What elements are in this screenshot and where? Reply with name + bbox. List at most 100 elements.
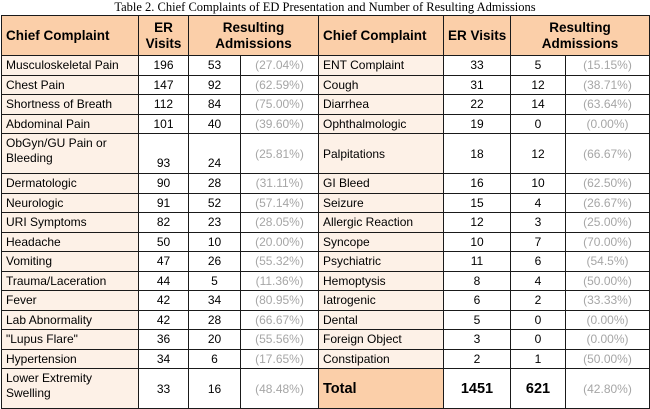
table-row: Neurologic 91 52 (57.14%) Seizure 15 4 (… bbox=[1, 192, 650, 213]
complaint-name: Hemoptysis bbox=[318, 270, 444, 291]
er-visits: 91 bbox=[138, 192, 189, 213]
admissions: 0 bbox=[510, 329, 566, 350]
er-visits: 2 bbox=[443, 348, 511, 369]
er-visits: 11 bbox=[443, 251, 511, 272]
er-visits: 22 bbox=[443, 94, 511, 115]
admission-percent: (25.81%) bbox=[240, 133, 319, 174]
er-visits: 147 bbox=[138, 74, 189, 95]
er-visits: 50 bbox=[138, 231, 189, 252]
admissions: 92 bbox=[188, 74, 241, 95]
admission-percent: (33.33%) bbox=[565, 290, 650, 311]
admission-percent: (39.60%) bbox=[240, 113, 319, 134]
total-admissions: 621 bbox=[510, 368, 566, 409]
admission-percent: (0.00%) bbox=[565, 329, 650, 350]
admissions: 26 bbox=[188, 251, 241, 272]
admissions: 14 bbox=[510, 94, 566, 115]
admissions: 53 bbox=[188, 55, 241, 76]
er-visits: 5 bbox=[443, 309, 511, 330]
admissions: 12 bbox=[510, 74, 566, 95]
admissions: 0 bbox=[510, 309, 566, 330]
admissions: 7 bbox=[510, 231, 566, 252]
er-visits: 15 bbox=[443, 192, 511, 213]
table-row: Vomiting 47 26 (55.32%) Psychiatric 11 6… bbox=[1, 251, 650, 272]
admission-percent: (26.67%) bbox=[565, 192, 650, 213]
admissions: 6 bbox=[188, 348, 241, 369]
complaint-name: Diarrhea bbox=[318, 94, 444, 115]
table-row: Fever 42 34 (80.95%) Iatrogenic 6 2 (33.… bbox=[1, 290, 650, 311]
complaint-name: Iatrogenic bbox=[318, 290, 444, 311]
er-visits: 42 bbox=[138, 290, 189, 311]
table-row: Dermatologic 90 28 (31.11%) GI Bleed 16 … bbox=[1, 173, 650, 194]
total-er-visits: 1451 bbox=[443, 368, 511, 409]
complaint-name: Hypertension bbox=[1, 348, 139, 369]
admission-percent: (63.64%) bbox=[565, 94, 650, 115]
er-visits: 3 bbox=[443, 329, 511, 350]
complaint-name: URI Symptoms bbox=[1, 212, 139, 233]
admission-percent: (57.14%) bbox=[240, 192, 319, 213]
header-left-visits: ER Visits bbox=[138, 15, 189, 56]
er-visits: 47 bbox=[138, 251, 189, 272]
complaint-name: Neurologic bbox=[1, 192, 139, 213]
admission-percent: (70.00%) bbox=[565, 231, 650, 252]
admissions: 52 bbox=[188, 192, 241, 213]
complaint-name: Seizure bbox=[318, 192, 444, 213]
admission-percent: (15.15%) bbox=[565, 55, 650, 76]
admission-percent: (55.32%) bbox=[240, 251, 319, 272]
admission-percent: (50.00%) bbox=[565, 270, 650, 291]
complaint-name: Dermatologic bbox=[1, 173, 139, 194]
admission-percent: (55.56%) bbox=[240, 329, 319, 350]
admission-percent: (66.67%) bbox=[565, 133, 650, 174]
er-visits: 16 bbox=[443, 173, 511, 194]
complaint-name: Shortness of Breath bbox=[1, 94, 139, 115]
complaint-name: Lab Abnormality bbox=[1, 309, 139, 330]
admissions: 2 bbox=[510, 290, 566, 311]
admission-percent: (38.71%) bbox=[565, 74, 650, 95]
table-row: "Lupus Flare" 36 20 (55.56%) Foreign Obj… bbox=[1, 329, 650, 350]
header-row: Chief Complaint ER Visits Resulting Admiss… bbox=[1, 15, 650, 56]
admission-percent: (11.36%) bbox=[240, 270, 319, 291]
table-row: Abdominal Pain 101 40 (39.60%) Ophthalmo… bbox=[1, 113, 650, 134]
complaint-name: Musculoskeletal Pain bbox=[1, 55, 139, 76]
complaints-table: Chief Complaint ER Visits Resulting Admiss… bbox=[1, 15, 650, 409]
complaint-name: Cough bbox=[318, 74, 444, 95]
admission-percent: (66.67%) bbox=[240, 309, 319, 330]
admission-percent: (20.00%) bbox=[240, 231, 319, 252]
er-visits: 12 bbox=[443, 212, 511, 233]
header-left-complaint: Chief Complaint bbox=[1, 15, 139, 56]
total-admission-percent: (42.80%) bbox=[565, 368, 650, 409]
er-visits: 33 bbox=[443, 55, 511, 76]
er-visits: 31 bbox=[443, 74, 511, 95]
admissions: 5 bbox=[510, 55, 566, 76]
complaint-name: Foreign Object bbox=[318, 329, 444, 350]
table-row: Lab Abnormality 42 28 (66.67%) Dental 5 … bbox=[1, 309, 650, 330]
complaint-name: Allergic Reaction bbox=[318, 212, 444, 233]
admission-percent: (27.04%) bbox=[240, 55, 319, 76]
admissions: 0 bbox=[510, 113, 566, 134]
complaint-name: Dental bbox=[318, 309, 444, 330]
er-visits: 34 bbox=[138, 348, 189, 369]
er-visits: 44 bbox=[138, 270, 189, 291]
er-visits: 101 bbox=[138, 113, 189, 134]
complaint-name: GI Bleed bbox=[318, 173, 444, 194]
admissions: 1 bbox=[510, 348, 566, 369]
er-visits: 42 bbox=[138, 309, 189, 330]
complaint-name: Ophthalmologic bbox=[318, 113, 444, 134]
complaint-name: Constipation bbox=[318, 348, 444, 369]
er-visits: 196 bbox=[138, 55, 189, 76]
admission-percent: (54.5%) bbox=[565, 251, 650, 272]
er-visits: 36 bbox=[138, 329, 189, 350]
admissions: 5 bbox=[188, 270, 241, 291]
admissions: 16 bbox=[188, 368, 241, 409]
complaint-name: ObGyn/GU Pain or Bleeding bbox=[1, 133, 139, 174]
admissions: 84 bbox=[188, 94, 241, 115]
complaint-name: Abdominal Pain bbox=[1, 113, 139, 134]
complaint-name: Psychiatric bbox=[318, 251, 444, 272]
table-row: URI Symptoms 82 23 (28.05%) Allergic Rea… bbox=[1, 212, 650, 233]
complaint-name: "Lupus Flare" bbox=[1, 329, 139, 350]
admission-percent: (62.59%) bbox=[240, 74, 319, 95]
admission-percent: (50.00%) bbox=[565, 348, 650, 369]
admission-percent: (31.11%) bbox=[240, 173, 319, 194]
admissions: 20 bbox=[188, 329, 241, 350]
complaint-name: Syncope bbox=[318, 231, 444, 252]
admission-percent: (0.00%) bbox=[565, 113, 650, 134]
